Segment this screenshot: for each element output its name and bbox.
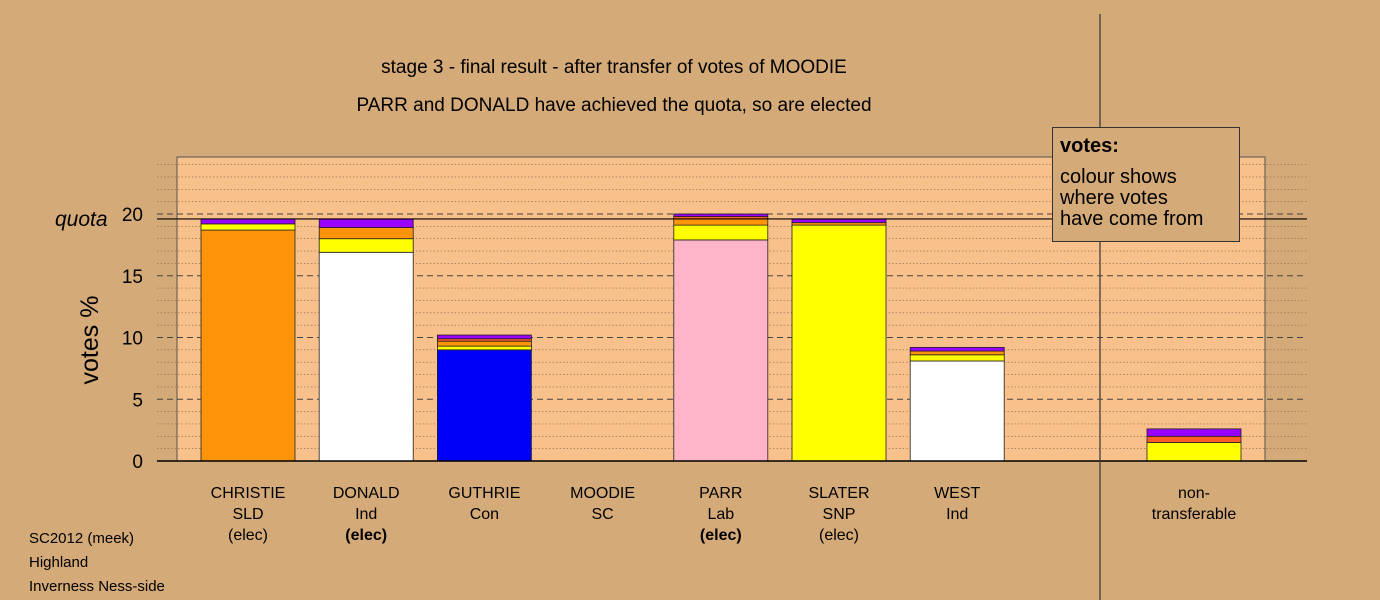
x-tick-label: Ind — [355, 506, 377, 523]
x-tick-label: DONALD — [333, 485, 400, 502]
chart-title: stage 3 - final result - after transfer … — [381, 57, 847, 78]
bar-segment — [673, 239, 769, 462]
legend-line-1: colour shows — [1060, 166, 1177, 188]
bar-segment — [909, 354, 1005, 362]
bar-segment — [909, 360, 1005, 462]
bar-segment — [318, 251, 414, 462]
x-tick-label: (elec) — [819, 527, 859, 544]
x-tick-label: WEST — [934, 485, 980, 502]
legend-line-2: where votes — [1060, 187, 1168, 209]
x-tick-label: MOODIE — [570, 485, 635, 502]
footer-info: SC2012 (meek) Highland Inverness Ness-si… — [29, 527, 165, 599]
bar-segment — [436, 345, 532, 351]
bar-segment — [1146, 435, 1242, 443]
bar-segment — [1146, 428, 1242, 437]
x-tick-label: (elec) — [345, 527, 387, 544]
y-tick-label: 10 — [122, 329, 143, 350]
footer-ward: Inverness Ness-side — [29, 578, 165, 595]
y-tick-label: 0 — [132, 452, 143, 473]
chart-subtitle: PARR and DONALD have achieved the quota,… — [356, 95, 871, 116]
x-tick-label: GUTHRIE — [448, 485, 520, 502]
nontransferable-label: transferable — [1152, 506, 1237, 523]
nontransferable-label: non- — [1178, 485, 1210, 502]
y-tick-label: 15 — [122, 267, 143, 288]
bar-segment — [1146, 442, 1242, 462]
bar-segment — [909, 350, 1005, 356]
y-axis: 0 5 10 15 20 — [122, 205, 143, 473]
x-tick-label: CHRISTIE — [211, 485, 286, 502]
bar-segment — [436, 340, 532, 347]
x-tick-label: Con — [470, 506, 499, 523]
y-tick-label: 5 — [132, 390, 143, 411]
bar-segment — [200, 218, 296, 225]
y-tick-label: 20 — [122, 205, 143, 226]
bar-segment — [673, 224, 769, 241]
bar-segment — [673, 218, 769, 226]
footer-election: SC2012 (meek) — [29, 530, 135, 547]
legend-line-3: have come from — [1060, 208, 1204, 230]
legend-title: votes: — [1060, 135, 1119, 157]
bar-segment — [436, 349, 532, 462]
bar-segment — [318, 227, 414, 240]
bar-segment — [318, 238, 414, 253]
y-axis-label: votes % — [76, 296, 104, 385]
bars — [200, 213, 1242, 462]
footer-council: Highland — [29, 554, 89, 571]
bar-segment — [673, 213, 769, 217]
x-tick-label: Ind — [946, 506, 968, 523]
x-tick-label: SLD — [232, 506, 263, 523]
bar-segment — [791, 224, 887, 462]
x-tick-label: SC — [591, 506, 613, 523]
x-tick-label: PARR — [699, 485, 742, 502]
bar-segment — [200, 229, 296, 462]
bar-segment — [909, 346, 1005, 352]
x-tick-label: (elec) — [228, 527, 268, 544]
x-tick-label: Lab — [707, 506, 734, 523]
x-tick-label: (elec) — [700, 527, 742, 544]
quota-label: quota — [55, 208, 108, 231]
legend-box: votes: colour shows where votes have com… — [1052, 127, 1240, 242]
x-tick-label: SLATER — [808, 485, 869, 502]
bar-segment — [436, 334, 532, 340]
bar-segment — [200, 223, 296, 231]
x-axis-labels: CHRISTIE SLD (elec) DONALD Ind (elec) GUTHRIE C… — [211, 485, 1237, 544]
bar-segment — [318, 218, 414, 228]
x-tick-label: SNP — [823, 506, 856, 523]
